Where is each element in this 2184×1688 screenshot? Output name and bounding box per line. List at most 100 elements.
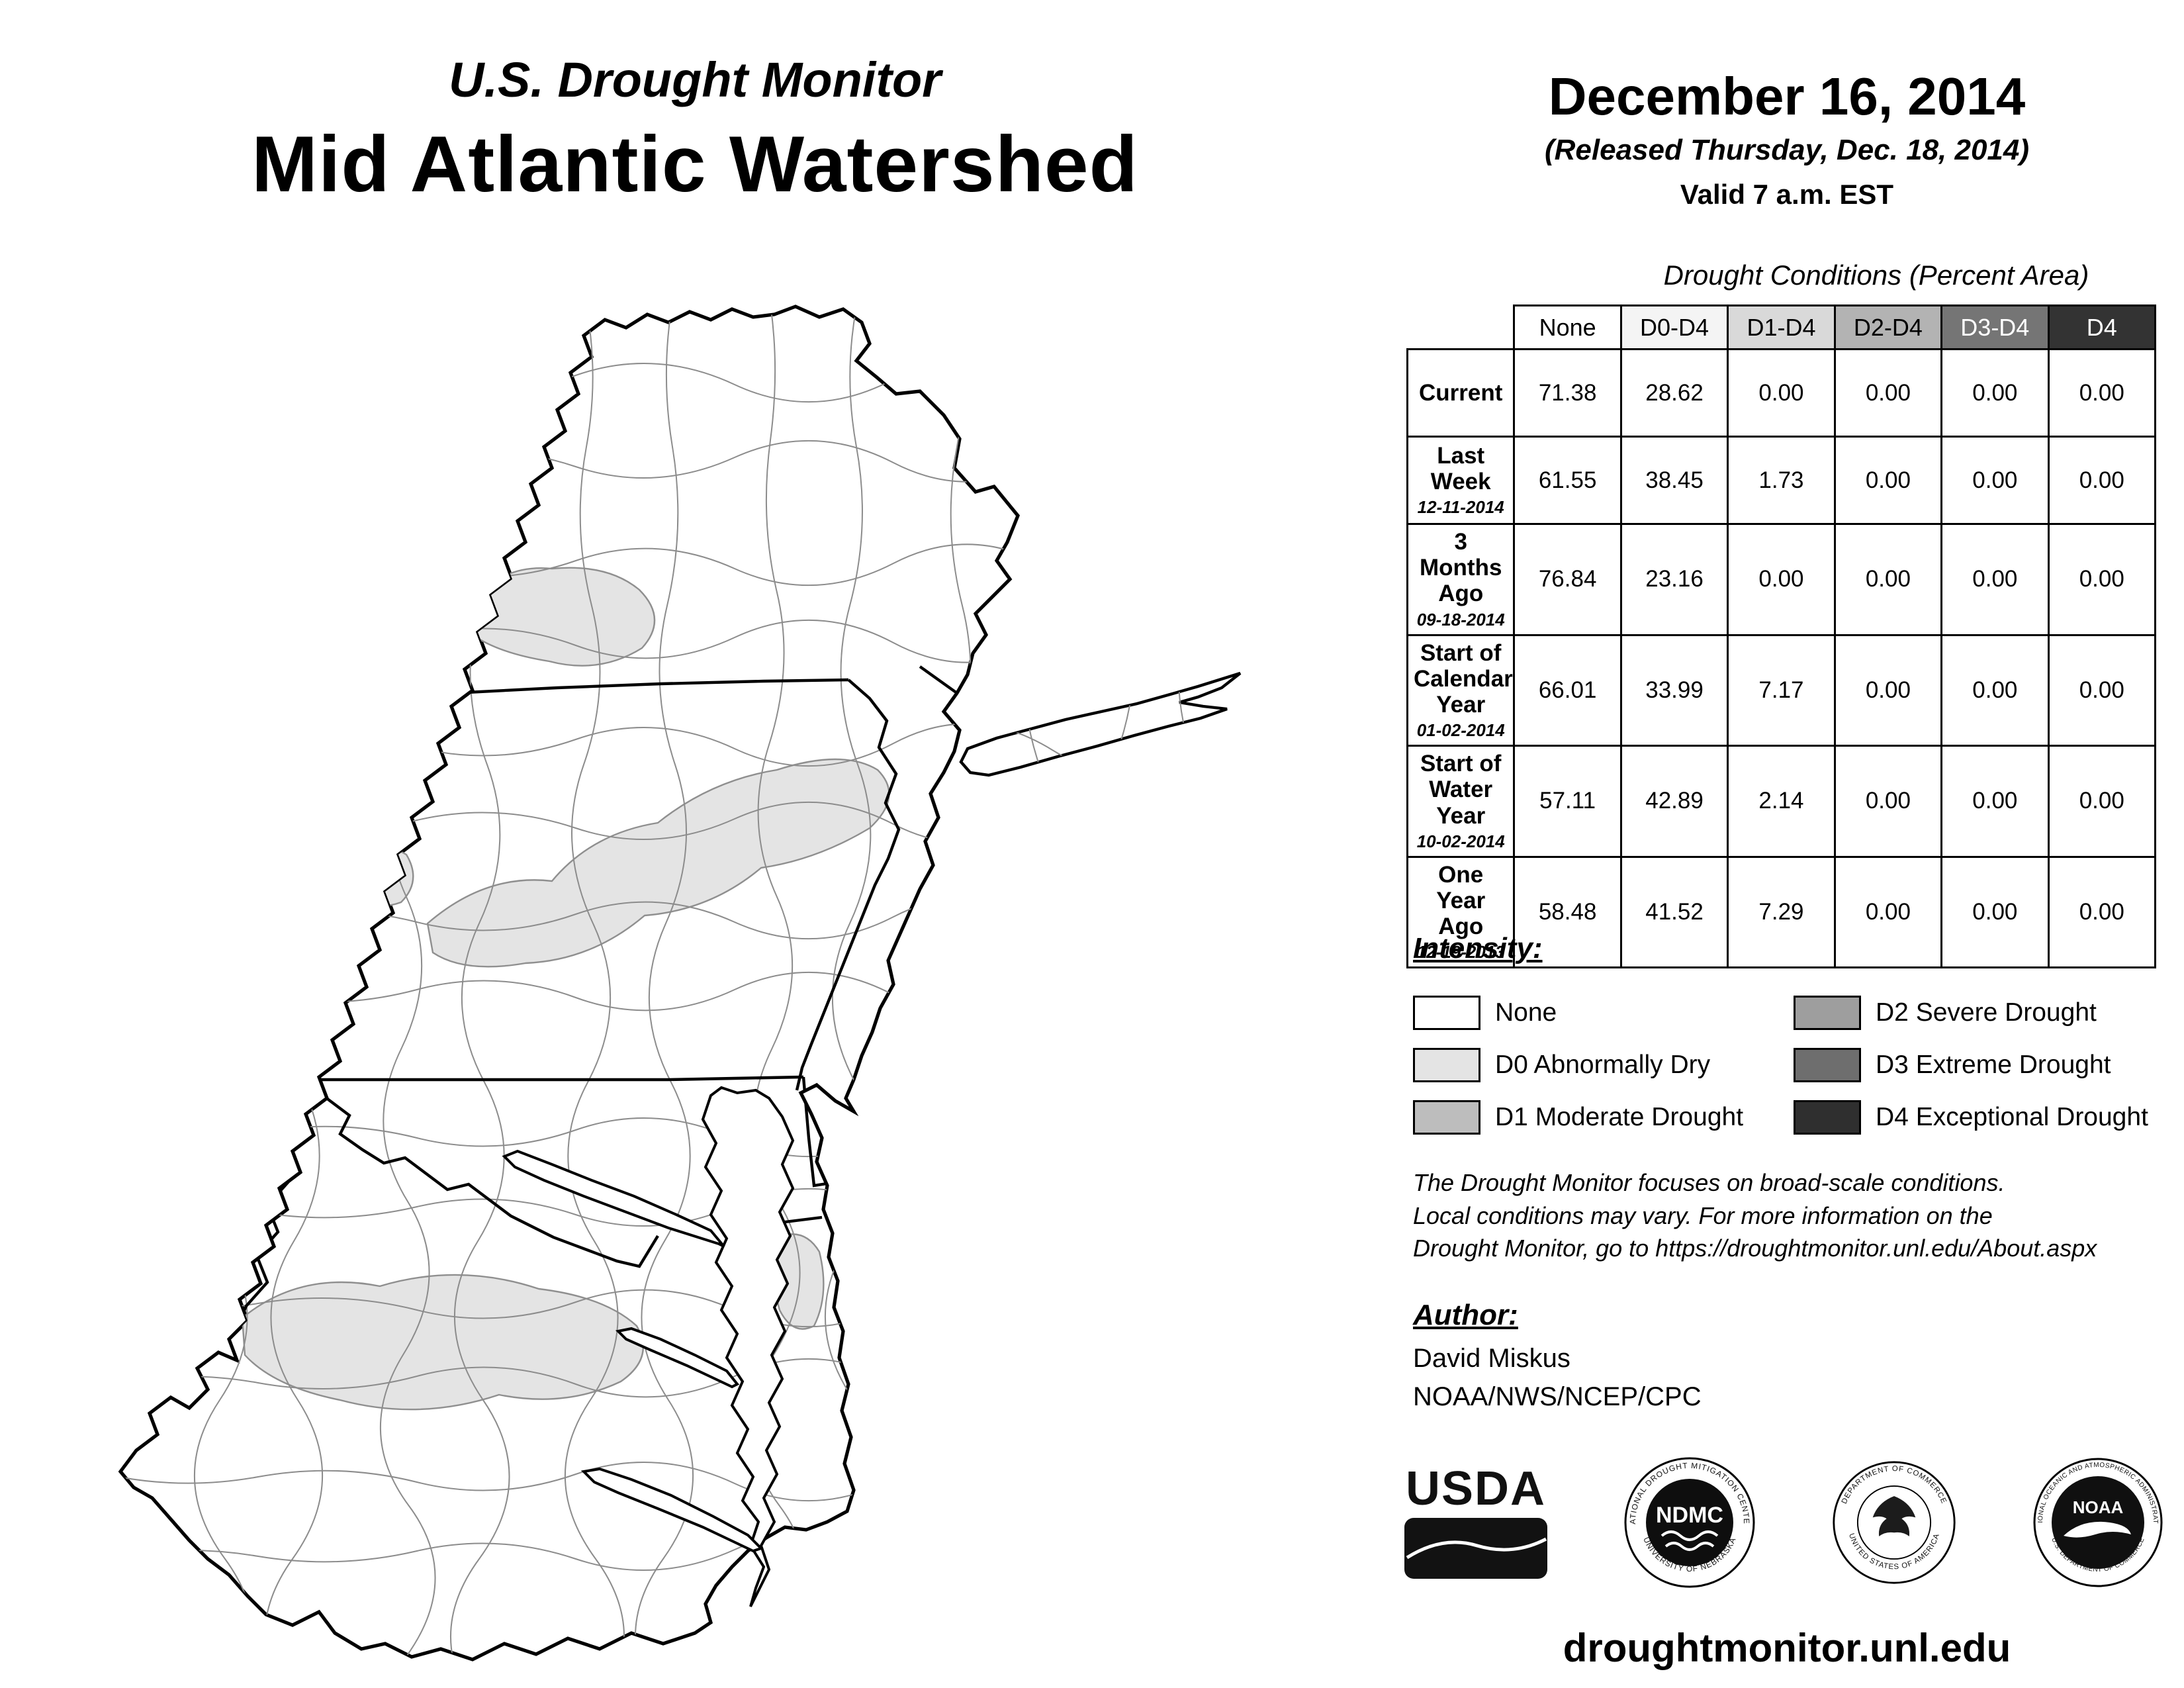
table-cell: 0.00 bbox=[2047, 633, 2157, 747]
release-date: (Released Thursday, Dec. 18, 2014) bbox=[1544, 134, 2030, 166]
legend-column-left: None D0 Abnormally Dry D1 Moderate Droug… bbox=[1413, 986, 1794, 1143]
table-cell: 0.00 bbox=[1727, 523, 1836, 636]
usda-swoosh bbox=[1406, 1537, 1547, 1560]
table-cell: 61.55 bbox=[1513, 436, 1622, 525]
row-label: One Year Ago bbox=[1436, 861, 1486, 940]
legend-label: D0 Abnormally Dry bbox=[1495, 1050, 1711, 1079]
swatch-d1 bbox=[1413, 1100, 1480, 1135]
disclaimer-line: Drought Monitor, go to https://droughtmo… bbox=[1413, 1235, 2097, 1262]
swatch-d0 bbox=[1413, 1047, 1480, 1082]
legend-item-d0: D0 Abnormally Dry bbox=[1413, 1039, 1794, 1091]
usda-logo: USDA bbox=[1403, 1465, 1549, 1580]
table-cell: 42.89 bbox=[1619, 745, 1729, 858]
mason-dixon-border bbox=[308, 1075, 804, 1082]
doc-seal: DEPARTMENT OF COMMERCE UNITED STATES OF … bbox=[1833, 1461, 1956, 1584]
table-row-one-year-ago: One Year Ago 12-19-2013 58.48 41.52 7.29… bbox=[1406, 855, 2157, 969]
author-org: NOAA/NWS/NCEP/CPC bbox=[1413, 1382, 1702, 1411]
noaa-bird-silhouette bbox=[2063, 1521, 2131, 1538]
region-title: Mid Atlantic Watershed bbox=[251, 120, 1138, 209]
row-label: Current bbox=[1419, 379, 1503, 406]
row-label: Start of Water Year bbox=[1420, 751, 1502, 829]
agency-logos: USDA NATIONAL DROUGHT MITIGATION CENTER … bbox=[1403, 1453, 2164, 1592]
legend-item-d4: D4 Exceptional Drought bbox=[1794, 1091, 2148, 1143]
website-url: droughtmonitor.unl.edu bbox=[1563, 1626, 2011, 1670]
table-cell: 0.00 bbox=[2047, 436, 2157, 525]
disclaimer-text: The Drought Monitor focuses on broad-sca… bbox=[1413, 1166, 2097, 1265]
table-cell: 0.00 bbox=[1833, 523, 1943, 636]
legend-label: None bbox=[1495, 998, 1557, 1027]
noaa-logo: NATIONAL OCEANIC AND ATMOSPHERIC ADMINIS… bbox=[2032, 1456, 2164, 1589]
table-cell: 0.00 bbox=[1940, 348, 2050, 438]
usda-wordmark: USDA bbox=[1405, 1462, 1546, 1515]
drought-conditions-table: None D0-D4 D1-D4 D2-D4 D3-D4 D4 Current … bbox=[1406, 305, 2157, 969]
col-header-d3d4: D3-D4 bbox=[1940, 305, 2050, 350]
col-header-d1d4: D1-D4 bbox=[1727, 305, 1836, 350]
col-header-none: None bbox=[1513, 305, 1622, 350]
disclaimer-line: Local conditions may vary. For more info… bbox=[1413, 1201, 1993, 1229]
watershed-outline bbox=[118, 305, 1020, 1662]
swatch-d3 bbox=[1794, 1047, 1861, 1082]
table-cell: 0.00 bbox=[1940, 523, 2050, 636]
title-block: U.S. Drought Monitor Mid Atlantic Waters… bbox=[179, 52, 1211, 210]
long-island bbox=[959, 671, 1242, 777]
row-date: 12-11-2014 bbox=[1417, 497, 1504, 518]
table-cell: 0.00 bbox=[1940, 745, 2050, 858]
doc-logo: DEPARTMENT OF COMMERCE UNITED STATES OF … bbox=[1831, 1460, 1957, 1585]
swatch-d4 bbox=[1794, 1100, 1861, 1135]
swatch-d2 bbox=[1794, 995, 1861, 1030]
table-cell: 41.52 bbox=[1619, 855, 1729, 969]
state-borders bbox=[218, 665, 958, 1352]
intensity-legend: None D0 Abnormally Dry D1 Moderate Droug… bbox=[1413, 986, 2167, 1143]
ndmc-wave-2 bbox=[1665, 1542, 1715, 1551]
ndmc-wordmark: NDMC bbox=[1656, 1503, 1723, 1528]
table-cell: 7.29 bbox=[1727, 855, 1836, 969]
table-cell: 76.84 bbox=[1513, 523, 1622, 636]
table-row-start-calendar-year: Start of Calendar Year 01-02-2014 66.01 … bbox=[1406, 633, 2157, 747]
legend-label: D4 Exceptional Drought bbox=[1876, 1102, 2148, 1131]
map-container bbox=[113, 301, 1277, 1665]
date-block: December 16, 2014 (Released Thursday, De… bbox=[1423, 66, 2151, 211]
table-cell: 0.00 bbox=[1833, 633, 1943, 747]
author-title: Author: bbox=[1413, 1299, 1518, 1331]
noaa-seal: NATIONAL OCEANIC AND ATMOSPHERIC ADMINIS… bbox=[2032, 1456, 2163, 1587]
row-date: 09-18-2014 bbox=[1416, 609, 1505, 630]
legend-item-d1: D1 Moderate Drought bbox=[1413, 1091, 1794, 1143]
monitor-title: U.S. Drought Monitor bbox=[449, 52, 941, 107]
row-label: 3 Months Ago bbox=[1420, 529, 1502, 607]
table-row-3-months-ago: 3 Months Ago 09-18-2014 76.84 23.16 0.00… bbox=[1406, 523, 2157, 636]
ndmc-logo: NATIONAL DROUGHT MITIGATION CENTER UNIVE… bbox=[1623, 1456, 1756, 1589]
table-cell: 38.45 bbox=[1619, 436, 1729, 525]
legend-label: D2 Severe Drought bbox=[1876, 998, 2097, 1027]
table-cell: 0.00 bbox=[1940, 633, 2050, 747]
table-cell: 57.11 bbox=[1513, 745, 1622, 858]
d0-area-newyork bbox=[466, 567, 656, 667]
table-cell: 71.38 bbox=[1513, 348, 1622, 438]
table-cell: 66.01 bbox=[1513, 633, 1622, 747]
usda-field-rect bbox=[1404, 1518, 1547, 1579]
ny-nj-border bbox=[919, 665, 958, 694]
potomac-border bbox=[307, 1078, 659, 1268]
report-date: December 16, 2014 bbox=[1548, 67, 2026, 126]
row-label: Start of Calendar Year bbox=[1414, 639, 1513, 718]
usda-field-graphic bbox=[1404, 1518, 1547, 1579]
col-header-d4: D4 bbox=[2047, 305, 2157, 350]
table-cell: 0.00 bbox=[1833, 348, 1943, 438]
ndmc-wave-1 bbox=[1661, 1530, 1719, 1541]
col-header-d2d4: D2-D4 bbox=[1833, 305, 1943, 350]
row-date: 12-19-2013 bbox=[1416, 942, 1505, 962]
chesapeake-bay bbox=[701, 1086, 795, 1607]
rappahannock-river bbox=[615, 1327, 740, 1389]
james-river bbox=[580, 1467, 764, 1553]
d0-area-central-pa bbox=[426, 758, 890, 968]
legend-item-d2: D2 Severe Drought bbox=[1794, 986, 2148, 1039]
table-cell: 0.00 bbox=[2047, 745, 2157, 858]
table-title: Drought Conditions (Percent Area) bbox=[1663, 259, 2089, 291]
table-cell: 28.62 bbox=[1619, 348, 1729, 438]
table-cell: 0.00 bbox=[1833, 855, 1943, 969]
table-cell: 0.00 bbox=[2047, 348, 2157, 438]
doc-eagle-emblem bbox=[1872, 1496, 1915, 1536]
delaware-river-border bbox=[795, 679, 901, 1091]
table-cell: 0.00 bbox=[1940, 855, 2050, 969]
row-label: Last Week bbox=[1430, 442, 1491, 494]
